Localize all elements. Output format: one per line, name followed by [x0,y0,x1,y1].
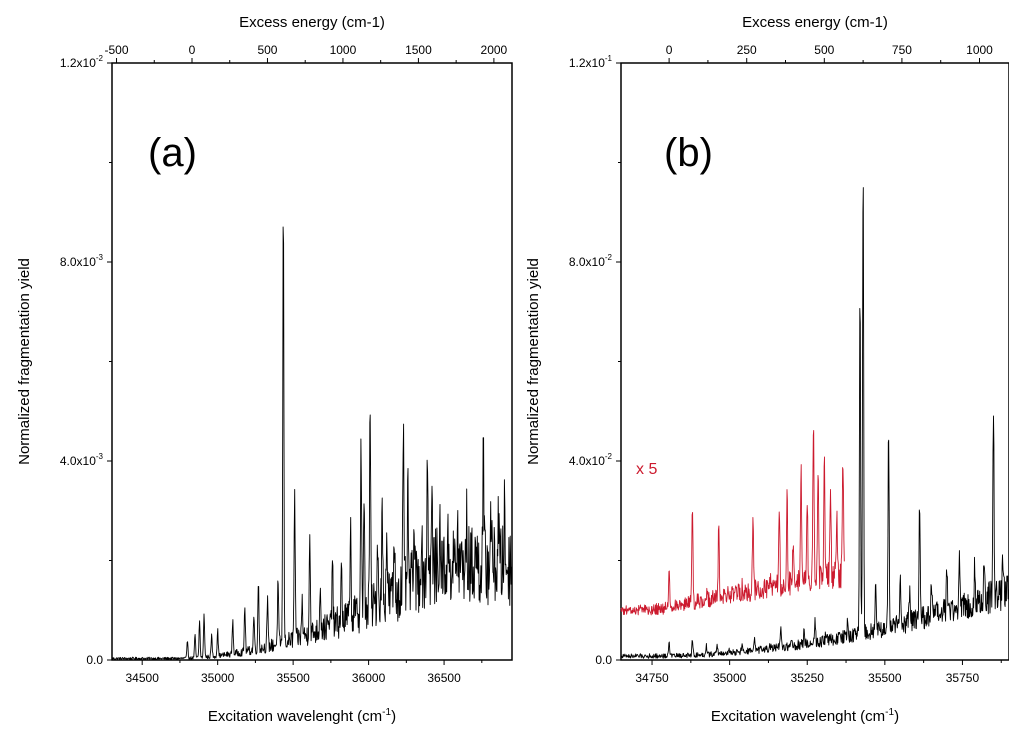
y-tick-label-exp-a: -2 [96,54,104,63]
y-tick-label-exp-b: -2 [605,452,613,461]
y-tick-label-exp-b: -1 [605,54,613,63]
x2-tick-label-a: 1500 [405,43,432,57]
ticks-a: 34500 35000 35500 36000 36500 -500 0 500 1000 150… [60,43,508,685]
x-axis-title-a: Excitation wavelenght (cm-1) [208,707,396,725]
x-axis-title-a-close: ) [391,708,396,725]
y-tick-label-base-b: 8.0x10 [569,255,605,269]
x-tick-label-a: 36500 [427,671,461,685]
panel-label-b: (b) [664,131,713,175]
x-axis-title-b: Excitation wavelenght (cm-1) [711,707,899,725]
x-tick-label-b: 35500 [868,671,902,685]
x-tick-label-a: 35000 [201,671,235,685]
x2-tick-label-a: 500 [257,43,277,57]
x-tick-label-a: 34500 [126,671,160,685]
x-tick-label-a: 35500 [276,671,310,685]
y-tick-label-base-b: 0.0 [595,653,612,667]
x2-tick-label-b: 500 [814,43,834,57]
y-tick-label-base-a: 8.0x10 [60,255,96,269]
top-axis-title-b: Excess energy (cm-1) [742,14,888,31]
y-tick-label-b: 0.0 [595,653,612,667]
y-tick-label-a: 4.0x10-3 [60,452,104,468]
x-tick-label-b: 35000 [713,671,747,685]
panel-label-a: (a) [148,131,197,175]
y-tick-label-base-a: 1.2x10 [60,56,96,70]
y-tick-label-base-b: 4.0x10 [569,454,605,468]
x-tick-label-a: 36000 [352,671,386,685]
ticks-b: 34750 35000 35250 35500 35750 0 250 500 750 1000 0… [569,43,1002,685]
y-tick-label-exp-b: -2 [605,253,613,262]
y-tick-label-base-a: 4.0x10 [60,454,96,468]
marks-b [620,187,1009,659]
x-axis-title-b-close: ) [894,708,899,725]
y-tick-label-a: 1.2x10-2 [60,54,104,70]
top-axis-title-a: Excess energy (cm-1) [239,14,385,31]
x-tick-label-b: 35750 [946,671,980,685]
y-tick-label-a: 0.0 [86,653,103,667]
x-tick-label-b: 34750 [635,671,669,685]
y-tick-label-b: 1.2x10-1 [569,54,613,70]
series-line-b-0 [620,187,1009,659]
x-axis-title-b-sup: -1 [885,707,894,718]
marks-a [111,226,513,661]
series-line-a-0 [111,226,513,661]
y-tick-label-b: 4.0x10-2 [569,452,613,468]
x2-tick-label-b: 0 [666,43,673,57]
x-axis-title-a-sup: -1 [382,707,391,718]
series-line-b-1 [620,430,845,616]
scale-annotation-b: x 5 [636,461,657,478]
y-tick-label-exp-a: -3 [96,253,104,262]
panel-b: 34750 35000 35250 35500 35750 0 250 500 750 1000 0… [525,14,1009,725]
panel-a: 34500 35000 35500 36000 36500 -500 0 500 1000 150… [16,14,513,725]
y-axis-title-a: Normalized fragmentation yield [16,258,33,465]
x2-tick-label-b: 250 [737,43,757,57]
y-tick-label-b: 8.0x10-2 [569,253,613,269]
y-tick-label-base-a: 0.0 [86,653,103,667]
x2-tick-label-a: 2000 [481,43,508,57]
x2-tick-label-b: 750 [892,43,912,57]
x-axis-title-a-main: Excitation wavelenght (cm [208,708,382,725]
x-tick-label-b: 35250 [791,671,825,685]
x2-tick-label-a: 1000 [330,43,357,57]
y-tick-label-base-b: 1.2x10 [569,56,605,70]
y-axis-title-b: Normalized fragmentation yield [525,258,542,465]
x2-tick-label-a: -500 [105,43,129,57]
y-tick-label-exp-a: -3 [96,452,104,461]
x-axis-title-b-main: Excitation wavelenght (cm [711,708,885,725]
x2-tick-label-a: 0 [189,43,196,57]
x2-tick-label-b: 1000 [966,43,993,57]
y-tick-label-a: 8.0x10-3 [60,253,104,269]
